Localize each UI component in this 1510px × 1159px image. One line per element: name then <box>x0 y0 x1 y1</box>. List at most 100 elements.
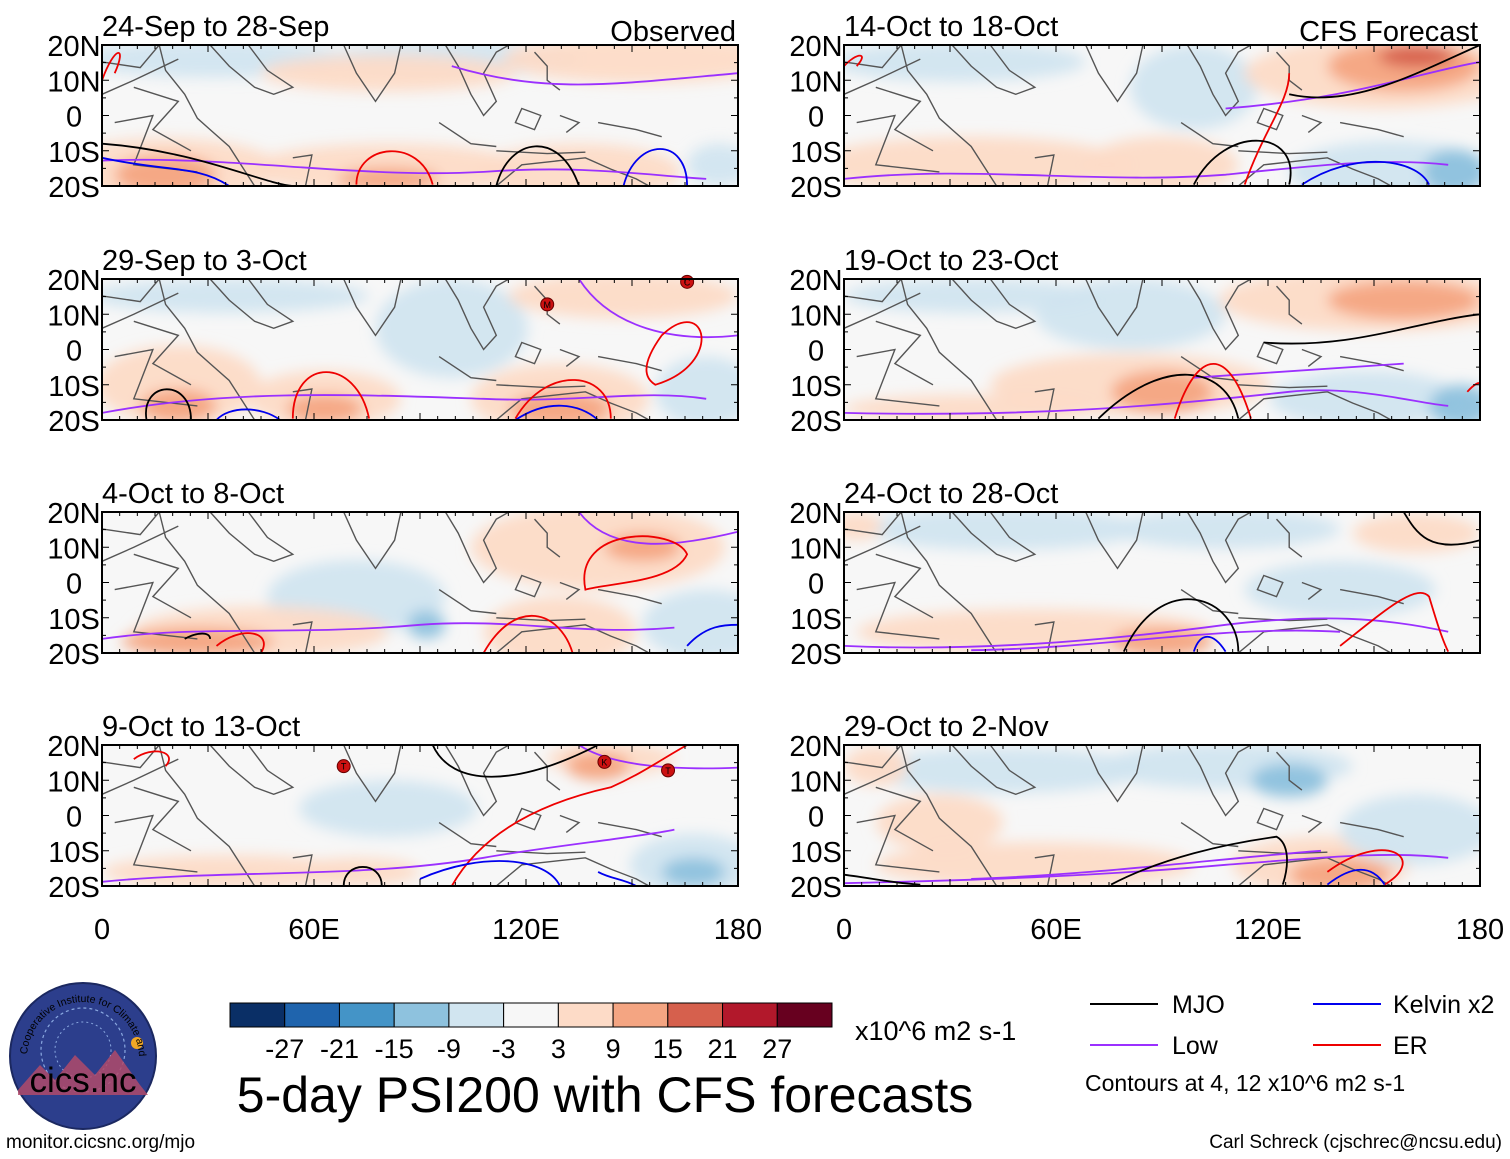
panel-date-label: 14-Oct to 18-Oct <box>844 11 1058 43</box>
coastline <box>597 588 662 605</box>
colorbar-swatch <box>612 1002 669 1028</box>
coastline <box>1085 512 1144 570</box>
coastline <box>1256 574 1284 598</box>
coastline <box>951 45 1037 96</box>
anomaly-blob <box>687 143 738 186</box>
anomaly-blob <box>1270 370 1461 420</box>
coastline <box>1339 355 1404 372</box>
anomaly-field <box>102 45 738 186</box>
anomaly-blob <box>502 45 738 84</box>
coastline <box>102 292 179 329</box>
anomaly-blob <box>875 794 1003 851</box>
coastline <box>1256 807 1284 831</box>
coastline <box>102 758 179 795</box>
y-tick-label: 20S <box>790 639 842 671</box>
coastline <box>1085 279 1144 337</box>
er-contour <box>1243 73 1291 185</box>
anomaly-blob <box>875 842 1194 886</box>
coastline <box>1301 348 1323 367</box>
anomaly-blob <box>655 356 738 420</box>
y-tick-label: 0 <box>66 102 82 134</box>
anomaly-blob <box>1378 45 1455 68</box>
y-tick-label: 10S <box>48 837 100 869</box>
kelvin-contour <box>102 156 230 186</box>
kelvin-contour <box>514 404 599 420</box>
coastline <box>1339 121 1404 138</box>
colorbar-tick-label: 27 <box>762 1034 792 1064</box>
chart-title: 5-day PSI200 with CFS forecasts <box>237 1067 973 1123</box>
low-contour <box>844 854 1449 885</box>
anomaly-blob <box>286 394 363 420</box>
coastline <box>875 86 934 152</box>
kelvin-contour <box>1192 635 1227 653</box>
coastline <box>559 581 581 600</box>
colorbar-swatch <box>393 1002 450 1028</box>
y-tick-label: 0 <box>808 802 824 834</box>
y-tick-label: 0 <box>66 569 82 601</box>
mjo-contour <box>342 866 383 886</box>
anomaly-blob <box>863 747 1143 793</box>
y-tick-label: 20N <box>47 31 100 63</box>
y-tick-label: 10S <box>48 137 100 169</box>
low-contour <box>578 745 738 770</box>
logo-mountains <box>18 1050 148 1095</box>
kelvin-contour <box>419 860 561 886</box>
x-tick-label: 0 <box>94 914 110 946</box>
coastline <box>438 589 497 615</box>
filtered-contours <box>844 313 1480 420</box>
y-tick-label: 20S <box>790 172 842 204</box>
coastline <box>495 157 650 186</box>
y-tick-label: 20S <box>48 639 100 671</box>
coastline <box>438 122 497 148</box>
coastline <box>1237 157 1392 186</box>
logo-inner-ring <box>54 1021 112 1079</box>
coastline <box>343 45 402 103</box>
coastline <box>900 745 998 886</box>
footer-left[interactable]: monitor.cicsnc.org/mjo <box>6 1132 196 1153</box>
coastline <box>533 751 561 791</box>
x-tick-label: 180 <box>1456 914 1504 946</box>
coastline <box>1238 617 1328 622</box>
panel-type-label: CFS Forecast <box>1299 16 1478 48</box>
coastline <box>209 279 295 330</box>
coastline <box>875 553 934 619</box>
coastline <box>1085 45 1144 103</box>
y-tick-label: 20S <box>48 872 100 904</box>
y-tick-label: 0 <box>808 569 824 601</box>
coastline <box>1180 822 1239 848</box>
coastline <box>133 320 192 386</box>
er-contour <box>1173 363 1252 419</box>
colorbar-tick-label: -15 <box>375 1034 414 1064</box>
coastline <box>1339 588 1404 605</box>
anomaly-field <box>844 45 1480 186</box>
y-tick-label: 10S <box>790 604 842 636</box>
colorbar: -27 -21 -15 -9 -3 3 9 15 21 27 <box>229 1002 833 1064</box>
coastline <box>133 786 192 852</box>
coastline <box>1301 814 1323 833</box>
coastline <box>1275 751 1303 791</box>
coastline <box>559 348 581 367</box>
er-contour <box>355 150 434 185</box>
coastline <box>597 355 662 372</box>
coastline <box>1238 384 1328 389</box>
colorbar-swatch <box>229 1002 286 1028</box>
kelvin-contour <box>686 623 738 647</box>
coastline <box>844 512 902 536</box>
coastline <box>444 279 510 351</box>
mjo-contour <box>431 745 599 778</box>
y-tick-label: 0 <box>808 336 824 368</box>
anomaly-blob <box>102 854 357 886</box>
panel-date-label: 29-Oct to 2-Nov <box>844 711 1049 743</box>
x-tick-label: 180 <box>714 914 762 946</box>
coastline <box>1085 745 1144 803</box>
er-contour <box>514 379 612 420</box>
coastline <box>438 356 497 382</box>
x-tick-label: 120E <box>1234 914 1302 946</box>
coastlines <box>844 745 1404 886</box>
anomaly-blob <box>1111 512 1341 549</box>
coastline <box>444 512 510 584</box>
